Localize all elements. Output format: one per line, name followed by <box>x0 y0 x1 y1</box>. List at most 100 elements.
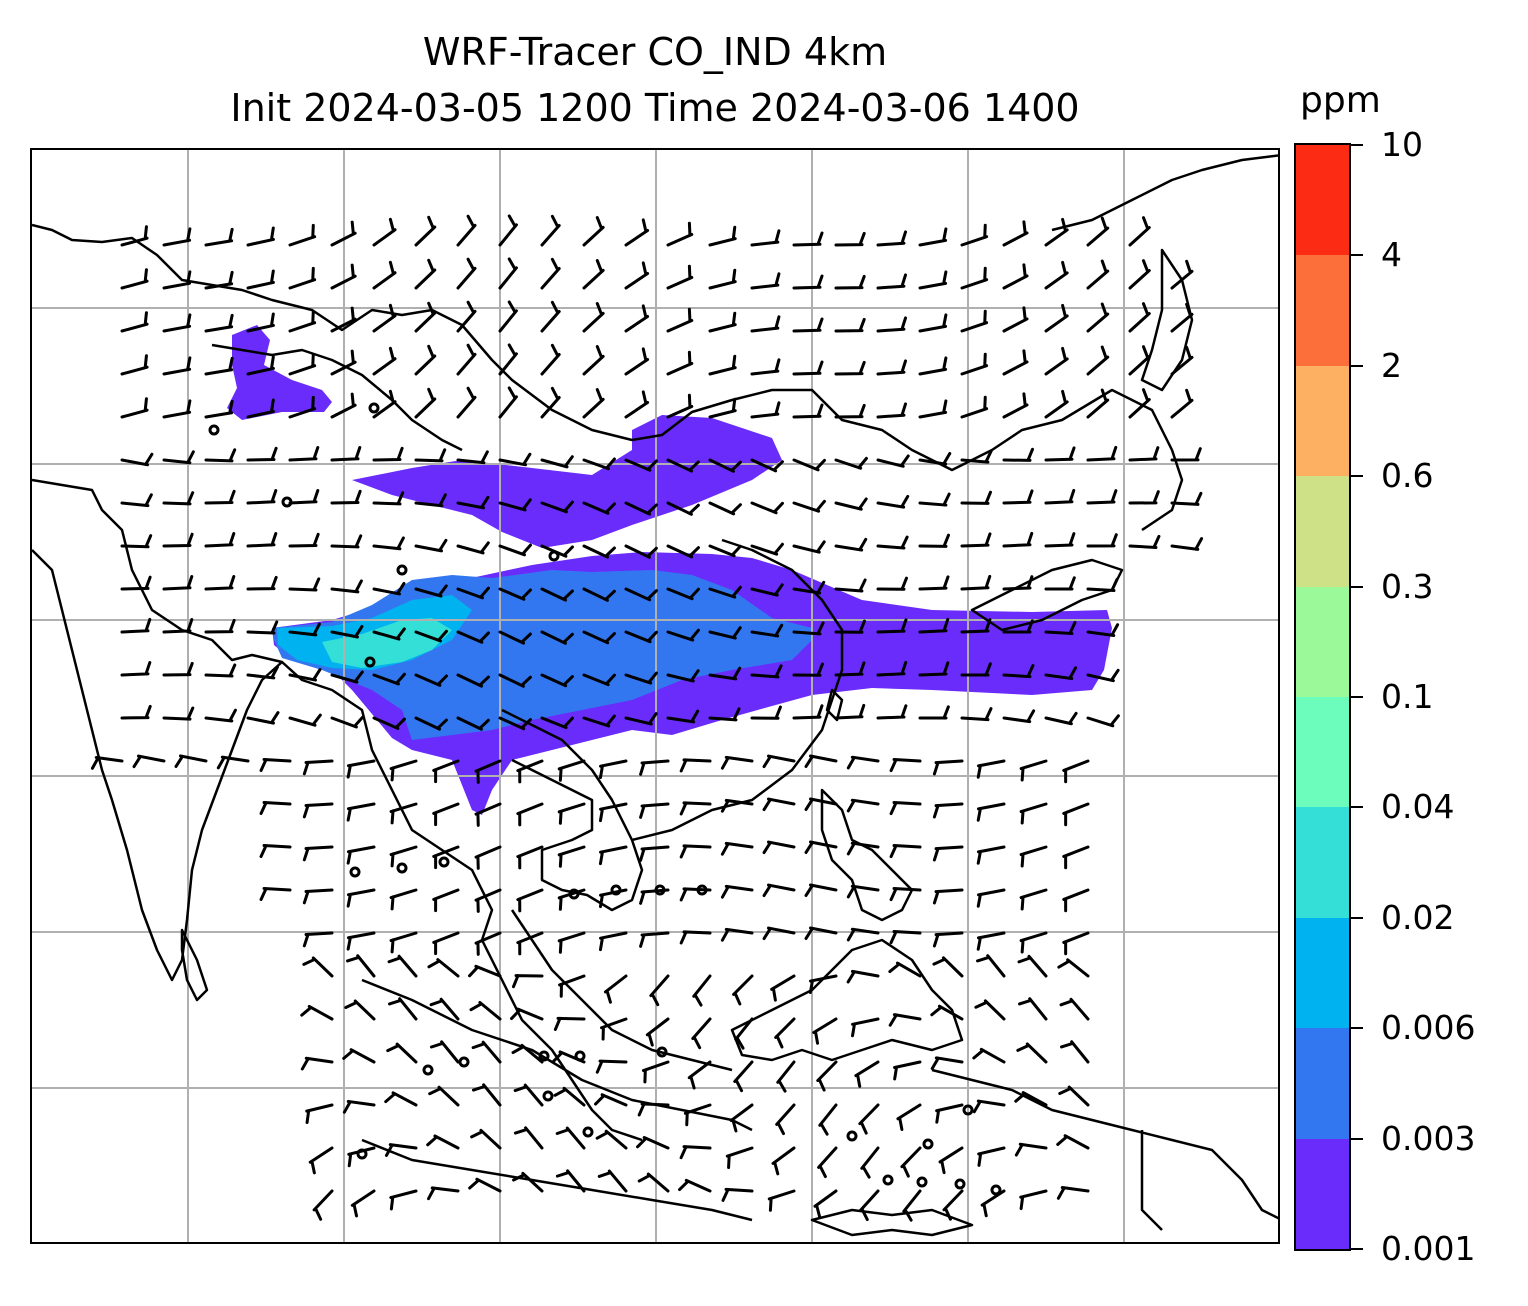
wind-barb <box>246 575 278 591</box>
wind-barb <box>918 270 948 290</box>
wind-barb <box>918 617 950 634</box>
wind-barb <box>624 218 650 247</box>
wind-barb <box>888 1013 922 1027</box>
wind-barb <box>302 802 334 819</box>
wind-barb <box>120 575 152 591</box>
wind-barb <box>792 621 825 636</box>
wind-barb <box>246 355 275 376</box>
wind-barb <box>246 620 279 635</box>
wind-barb <box>750 401 781 419</box>
wind-barb <box>1128 302 1151 333</box>
wind-barb <box>432 888 460 913</box>
wind-barb <box>1019 1189 1048 1211</box>
wind-barb <box>389 1189 418 1211</box>
colorbar-tick <box>1351 1248 1363 1250</box>
wind-barb <box>750 542 784 556</box>
wind-barb <box>624 458 658 472</box>
wind-barb <box>1044 303 1069 333</box>
wind-barb <box>624 304 650 333</box>
wind-barb <box>666 350 694 376</box>
wind-barb <box>557 888 586 911</box>
colorbar-segment <box>1296 1138 1349 1249</box>
wind-barb <box>762 883 796 898</box>
wind-barb <box>558 974 586 998</box>
wind-barb <box>876 660 908 677</box>
wind-barb <box>858 1103 880 1135</box>
colorbar-tick <box>1351 144 1363 146</box>
wind-barb <box>342 1048 376 1064</box>
wind-barb <box>889 801 922 816</box>
colorbar-segment <box>1296 696 1349 808</box>
wind-barb <box>511 974 544 989</box>
wind-barb <box>511 1043 544 1064</box>
wind-barb <box>876 704 908 720</box>
wind-barb <box>429 1040 460 1064</box>
wind-barb <box>204 227 234 247</box>
colorbar-tick <box>1351 475 1363 478</box>
colorbar-segment <box>1296 365 1349 477</box>
wind-barb <box>918 451 952 466</box>
wind-barb <box>639 759 670 776</box>
wind-barb <box>1019 759 1048 782</box>
wind-barb <box>666 669 700 683</box>
wind-barb <box>1128 534 1161 549</box>
wind-barb <box>1002 306 1029 333</box>
wind-barb <box>960 309 989 333</box>
wind-barb <box>1086 302 1110 333</box>
wind-barb <box>679 844 712 859</box>
wind-barb <box>639 845 670 862</box>
calm-wind-markers <box>208 402 1002 1196</box>
wind-barb <box>288 223 317 247</box>
wind-barb <box>1019 888 1048 911</box>
wind-barb <box>162 399 192 419</box>
wind-barb <box>666 264 694 290</box>
wind-barb <box>976 954 1006 978</box>
wind-barb <box>598 931 628 952</box>
wind-barb <box>666 709 700 724</box>
wind-barb <box>1044 217 1069 247</box>
wind-barb <box>918 492 951 507</box>
wind-barb <box>330 220 357 247</box>
wind-barb <box>330 489 362 505</box>
wind-barb <box>771 1146 796 1176</box>
wind-barb <box>582 302 605 333</box>
wind-barb <box>350 1189 376 1218</box>
wind-barb <box>204 448 237 463</box>
wind-barb <box>889 758 922 773</box>
colorbar-segment <box>1296 917 1349 1029</box>
wind-barb <box>708 397 737 419</box>
wind-barb <box>645 1017 670 1047</box>
wind-barb <box>876 576 908 591</box>
wind-barb <box>342 1099 376 1114</box>
wind-barb <box>90 756 124 770</box>
colorbar-tick <box>1351 1137 1363 1140</box>
wind-barb <box>1019 845 1048 868</box>
wind-barb <box>540 343 561 376</box>
wind-barb <box>1086 345 1110 376</box>
wind-barb <box>288 713 322 727</box>
wind-barb <box>932 802 964 819</box>
wind-barb <box>498 543 532 557</box>
wind-barb <box>498 214 518 247</box>
wind-barb <box>204 489 236 505</box>
wind-barb <box>666 628 700 642</box>
wind-barb <box>516 759 544 784</box>
wind-barb <box>162 618 194 634</box>
wind-barb <box>246 398 275 419</box>
map-title-line-1: WRF-Tracer CO_IND 4km <box>422 30 888 74</box>
wind-barb <box>302 845 334 862</box>
wind-barb <box>834 231 866 247</box>
wind-barb <box>666 393 694 419</box>
wind-barb <box>540 214 561 247</box>
wind-barb <box>708 585 742 599</box>
wind-barb <box>259 843 292 858</box>
colorbar-tick-label: 0.6 <box>1381 456 1434 496</box>
wind-barb <box>750 501 784 515</box>
wind-barb <box>624 390 650 419</box>
wind-barb <box>513 1126 544 1150</box>
wind-barb <box>513 1083 544 1107</box>
colorbar-segment <box>1296 806 1349 918</box>
colorbar-tick-label: 10 <box>1381 125 1423 164</box>
wind-barb <box>557 759 586 782</box>
wind-barb <box>414 493 447 508</box>
